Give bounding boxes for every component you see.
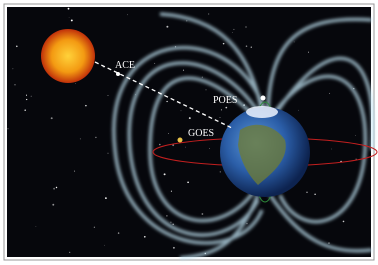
star — [118, 232, 119, 233]
star — [69, 252, 70, 253]
ace-label: ACE — [115, 60, 135, 71]
star — [52, 204, 54, 206]
star — [13, 68, 14, 69]
star — [220, 117, 221, 118]
ace-satellite — [116, 72, 120, 76]
star — [170, 222, 171, 223]
star — [223, 43, 225, 45]
star — [208, 13, 209, 14]
star — [26, 99, 27, 100]
star — [71, 19, 73, 21]
star — [68, 8, 70, 10]
star — [7, 128, 8, 129]
star — [202, 213, 204, 215]
star — [189, 117, 191, 119]
star — [328, 243, 329, 244]
star — [108, 153, 109, 154]
star — [356, 159, 357, 160]
star — [225, 107, 227, 109]
star — [36, 226, 37, 227]
polar-cap — [246, 106, 278, 118]
star — [247, 223, 248, 224]
poes-satellite — [261, 96, 266, 101]
star — [209, 148, 210, 149]
star — [185, 147, 186, 148]
star — [51, 117, 53, 119]
star — [294, 41, 295, 42]
star — [56, 187, 57, 188]
star — [159, 144, 161, 146]
star — [171, 191, 172, 192]
star — [187, 181, 189, 183]
poes-label: POES — [213, 95, 237, 106]
star — [233, 29, 234, 30]
star — [220, 171, 221, 172]
star — [74, 171, 75, 172]
star — [202, 77, 203, 78]
star — [85, 105, 87, 107]
star — [24, 109, 26, 111]
star — [14, 84, 15, 85]
star — [173, 247, 175, 249]
star — [154, 63, 155, 64]
star — [127, 14, 128, 15]
star — [181, 110, 182, 111]
star — [186, 20, 187, 21]
page: ACE POES GOES (() => { const data = JSON… — [0, 0, 378, 265]
goes-label: GOES — [188, 128, 214, 139]
goes-satellite — [178, 138, 183, 143]
star — [314, 194, 315, 195]
star — [183, 70, 184, 71]
star — [172, 224, 173, 225]
star — [221, 109, 222, 110]
star — [166, 215, 167, 216]
star — [94, 227, 95, 228]
star — [104, 245, 105, 246]
sun — [41, 29, 95, 83]
star — [16, 46, 18, 48]
star — [298, 110, 299, 111]
star — [80, 138, 81, 139]
star — [105, 197, 107, 199]
star — [308, 52, 309, 53]
star — [306, 192, 307, 193]
star — [26, 95, 27, 96]
star — [329, 93, 330, 94]
star — [232, 32, 233, 33]
star — [166, 101, 167, 102]
star — [75, 83, 76, 84]
star — [144, 236, 146, 238]
star — [69, 17, 70, 18]
star — [206, 89, 207, 90]
star — [164, 173, 166, 175]
star — [355, 135, 356, 136]
space-illustration: ACE POES GOES — [0, 0, 378, 265]
star — [107, 95, 108, 96]
star — [95, 137, 96, 138]
star — [246, 45, 248, 47]
star — [168, 133, 169, 134]
star — [31, 96, 32, 97]
star — [53, 188, 55, 190]
star — [166, 26, 168, 28]
star — [251, 47, 252, 48]
star — [245, 26, 246, 27]
star — [331, 149, 332, 150]
star — [343, 221, 345, 223]
